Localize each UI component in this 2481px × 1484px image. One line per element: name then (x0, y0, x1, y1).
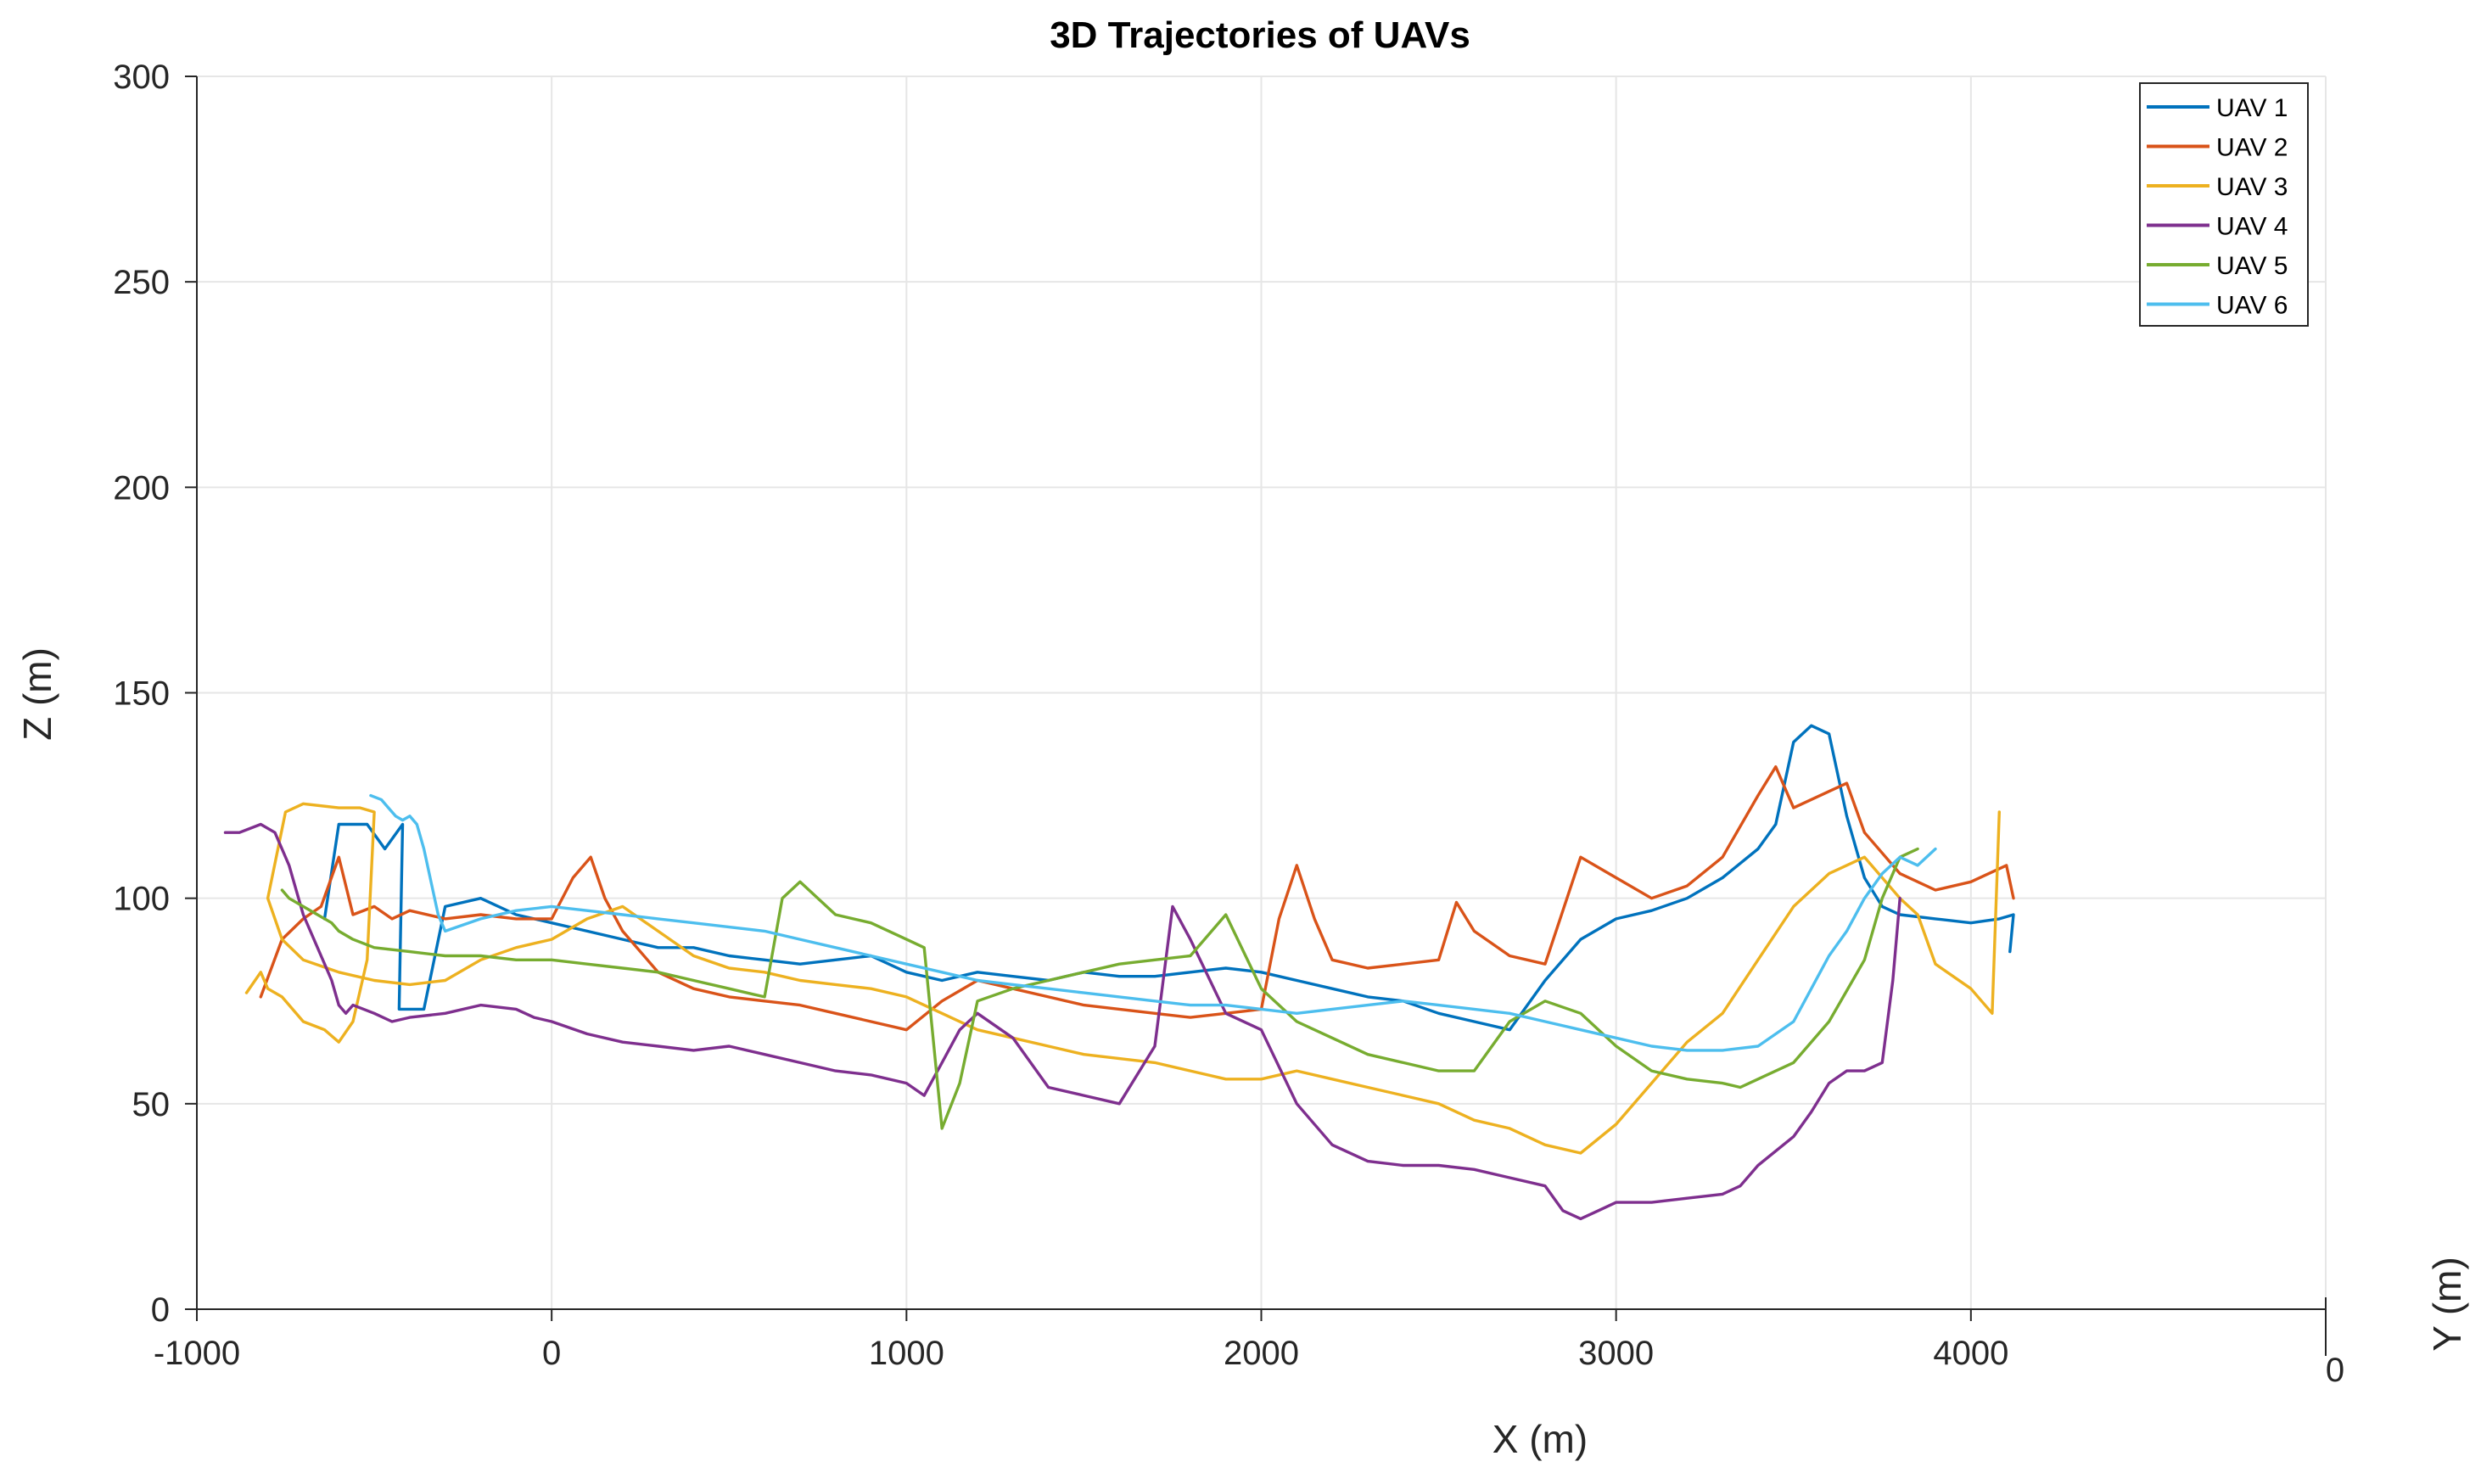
axes (185, 76, 2327, 1356)
y-axis-label-3d: Y (m) (2425, 1257, 2469, 1352)
grid (196, 76, 2327, 1310)
legend: UAV 1 UAV 2 UAV 3 UAV 4 UAV 5 UAV 6 (2139, 82, 2309, 327)
legend-label-uav-3: UAV 3 (2216, 173, 2288, 201)
x-tick-label: 0 (542, 1335, 561, 1372)
x-axis-label: X (m) (1493, 1417, 1588, 1461)
tick-labels: -1000 0 1000 2000 3000 4000 0 50 100 150 200 250 300 (113, 59, 2008, 1372)
x-tick-label: 4000 (1933, 1335, 2008, 1372)
series-line-uav-4 (223, 822, 1901, 1221)
y-axis-tick-3d: 0 (2326, 1352, 2344, 1389)
series-line-uav-3 (244, 802, 2001, 1155)
legend-label-uav-5: UAV 5 (2216, 252, 2288, 280)
chart-title: 3D Trajectories of UAVs (1050, 14, 1470, 56)
x-tick-label: 2000 (1224, 1335, 1299, 1372)
z-tick-label: 0 (151, 1291, 170, 1329)
z-tick-label: 100 (113, 881, 170, 918)
x-tick-label: 3000 (1578, 1335, 1654, 1372)
x-tick-label: 1000 (869, 1335, 944, 1372)
legend-label-uav-6: UAV 6 (2216, 292, 2288, 320)
z-tick-label: 150 (113, 675, 170, 713)
series-line-uav-6 (369, 793, 1937, 1052)
legend-label-uav-2: UAV 2 (2216, 134, 2288, 162)
legend-box (2139, 82, 2309, 327)
legend-label-uav-4: UAV 4 (2216, 213, 2288, 241)
x-tick-label: -1000 (154, 1335, 240, 1372)
z-axis-label: Z (m) (15, 647, 59, 741)
legend-label-uav-1: UAV 1 (2216, 94, 2288, 122)
z-tick-label: 300 (113, 59, 170, 96)
z-tick-label: 250 (113, 264, 170, 301)
series-line-uav-5 (280, 847, 1919, 1130)
series-line-uav-2 (259, 765, 2015, 1032)
series-line-uav-1 (322, 724, 2015, 1032)
z-tick-label: 200 (113, 469, 170, 507)
z-tick-label: 50 (132, 1086, 171, 1123)
series-lines (223, 724, 2015, 1221)
